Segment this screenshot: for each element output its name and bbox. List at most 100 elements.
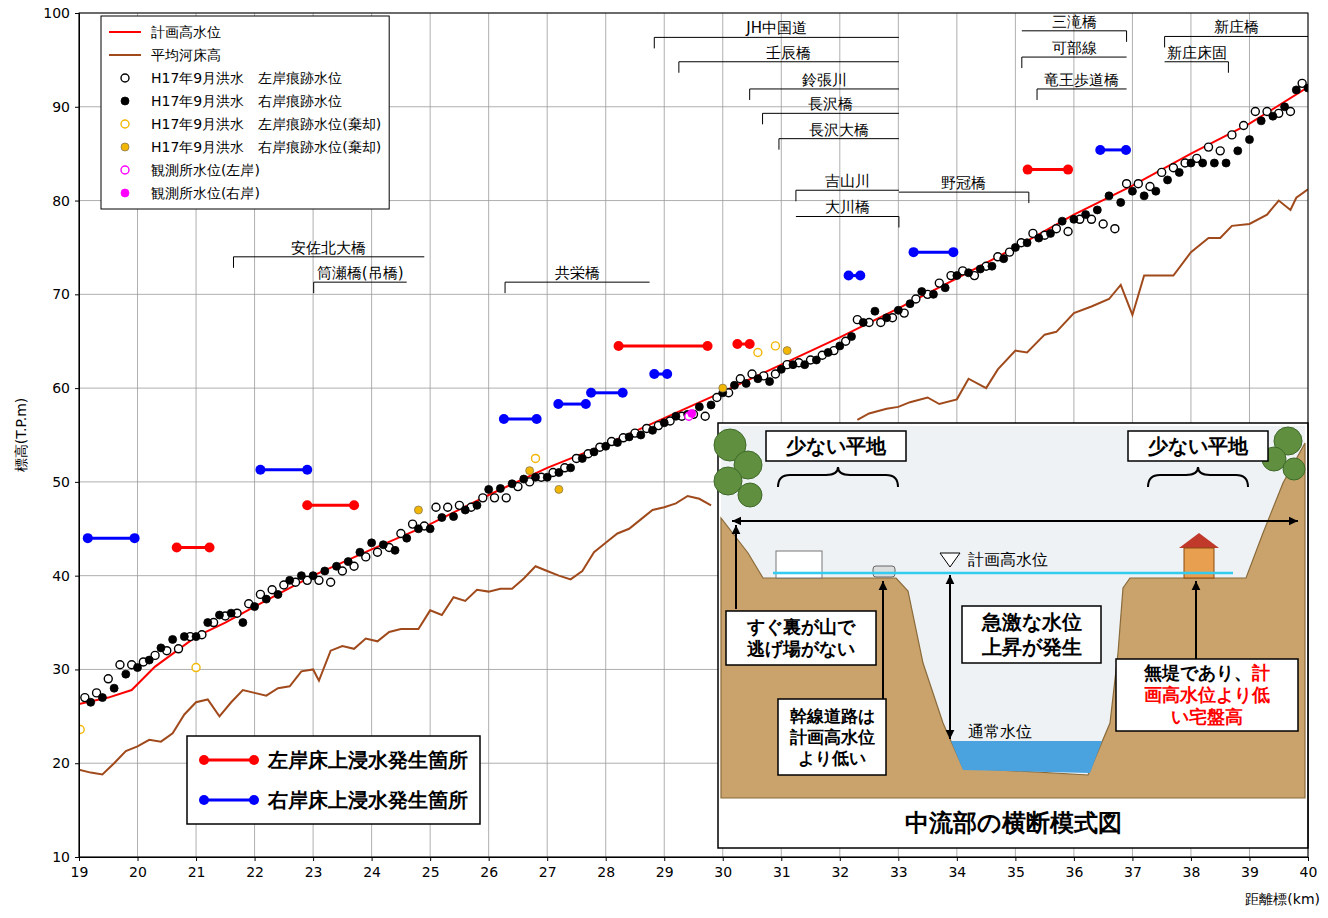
trace-point [1011, 243, 1019, 251]
trace-point [965, 269, 973, 277]
x-tick-label: 34 [948, 864, 966, 880]
x-tick-label: 19 [71, 864, 89, 880]
trace-point [637, 431, 645, 439]
note-box [1116, 659, 1298, 731]
trace-point [555, 469, 563, 477]
x-tick-label: 37 [1124, 864, 1142, 880]
x-tick-mark [664, 857, 665, 861]
annotation-label: 三滝橋 [1052, 13, 1097, 31]
flood-segment-end [909, 247, 919, 257]
y-tick: 80 [52, 193, 79, 209]
x-tick-mark [1132, 857, 1133, 861]
trace-point [110, 684, 118, 692]
flood-segment-end [499, 414, 509, 424]
trace-point [754, 375, 762, 383]
arrow-line [882, 581, 884, 699]
legend-swatch [121, 166, 129, 174]
trace-point [180, 633, 188, 641]
annotation-label: 吉山川 [825, 172, 870, 190]
flood-segment-line [619, 344, 708, 347]
trace-point [520, 475, 528, 483]
flood-segment [909, 247, 959, 257]
trace-point [239, 619, 247, 627]
trace-point [1187, 159, 1195, 167]
x-tick-mark [840, 857, 841, 861]
trace-point [578, 454, 586, 462]
trace-point [695, 403, 703, 411]
x-tick: 27 [539, 857, 557, 880]
trace-point [613, 439, 621, 447]
x-tick-label: 27 [539, 864, 557, 880]
trace-point [1070, 215, 1078, 223]
trace-point [1281, 103, 1289, 111]
y-tick-mark [75, 857, 79, 858]
trace-point [1111, 225, 1119, 233]
trace-point [701, 412, 709, 420]
y-tick-label: 10 [52, 849, 70, 865]
flood-segment [649, 369, 672, 379]
x-tick: 26 [480, 857, 498, 880]
trace-point [672, 412, 680, 420]
legend-swatch [249, 795, 259, 805]
trace-point [1082, 211, 1090, 219]
trace-point [391, 546, 399, 554]
flood-segment-end [586, 388, 596, 398]
x-tick-mark [898, 857, 899, 861]
y-tick: 20 [52, 755, 79, 771]
trace-point [625, 433, 633, 441]
trace-point [1269, 112, 1277, 120]
trace-point [602, 442, 610, 450]
trace-point [122, 670, 130, 678]
y-tick-label: 90 [52, 99, 70, 115]
x-tick-label: 38 [1183, 864, 1201, 880]
trace-point [309, 572, 317, 580]
legend-swatch [121, 143, 129, 151]
legend-swatch [249, 755, 259, 765]
water-level-label: 計画高水位 [968, 550, 1048, 569]
note-run: 上昇が発生 [981, 635, 1082, 659]
trace-point [368, 539, 376, 547]
y-tick: 70 [52, 286, 79, 302]
annotation-label: 長沢大橋 [809, 121, 869, 139]
trace-point [403, 534, 411, 542]
legend-label: 観測所水位(右岸) [151, 185, 260, 201]
trace-point [1105, 192, 1113, 200]
arrow-head [1192, 581, 1201, 590]
trace-point [1128, 187, 1136, 195]
ground [721, 443, 1305, 798]
annotation-bracket [314, 282, 407, 293]
y-tick-mark [75, 107, 79, 108]
x-tick-label: 26 [480, 864, 498, 880]
legend-swatch [121, 74, 129, 82]
flood-segment-end [703, 341, 713, 351]
annotation-bracket [505, 282, 650, 293]
x-tick: 37 [1124, 857, 1142, 880]
note-run: 幹線道路は [790, 706, 875, 726]
flood-segment [255, 465, 312, 475]
plot-frame [79, 13, 1308, 857]
flood-legend: 左岸床上浸水発生箇所右岸床上浸水発生箇所 [187, 736, 480, 824]
legend-item: H17年9月洪水 左岸痕跡水位(棄却) [121, 116, 381, 132]
y-tick-mark [75, 763, 79, 764]
y-tick-mark [75, 388, 79, 389]
x-tick: 32 [831, 857, 849, 880]
trace-point [169, 635, 177, 643]
x-tick-mark [1308, 857, 1309, 861]
legend-item: 観測所水位(左岸) [121, 162, 260, 178]
trace-point [988, 262, 996, 270]
trace-point [777, 365, 785, 373]
trace-point [426, 525, 434, 533]
grid-line-x [664, 13, 665, 857]
annotation-label: JH中国道 [745, 19, 807, 37]
trace-point [1134, 180, 1142, 188]
x-tick-label: 36 [1065, 864, 1083, 880]
trace-point [157, 644, 165, 652]
y-tick: 50 [52, 474, 79, 490]
trace-point [414, 506, 422, 514]
flat-land-label: 少ない平地 [786, 434, 887, 458]
flood-segment [499, 414, 542, 424]
x-tick: 25 [422, 857, 440, 880]
y-tick-label: 60 [52, 380, 70, 396]
flood-segment-line [307, 504, 354, 507]
trace-point [836, 342, 844, 350]
